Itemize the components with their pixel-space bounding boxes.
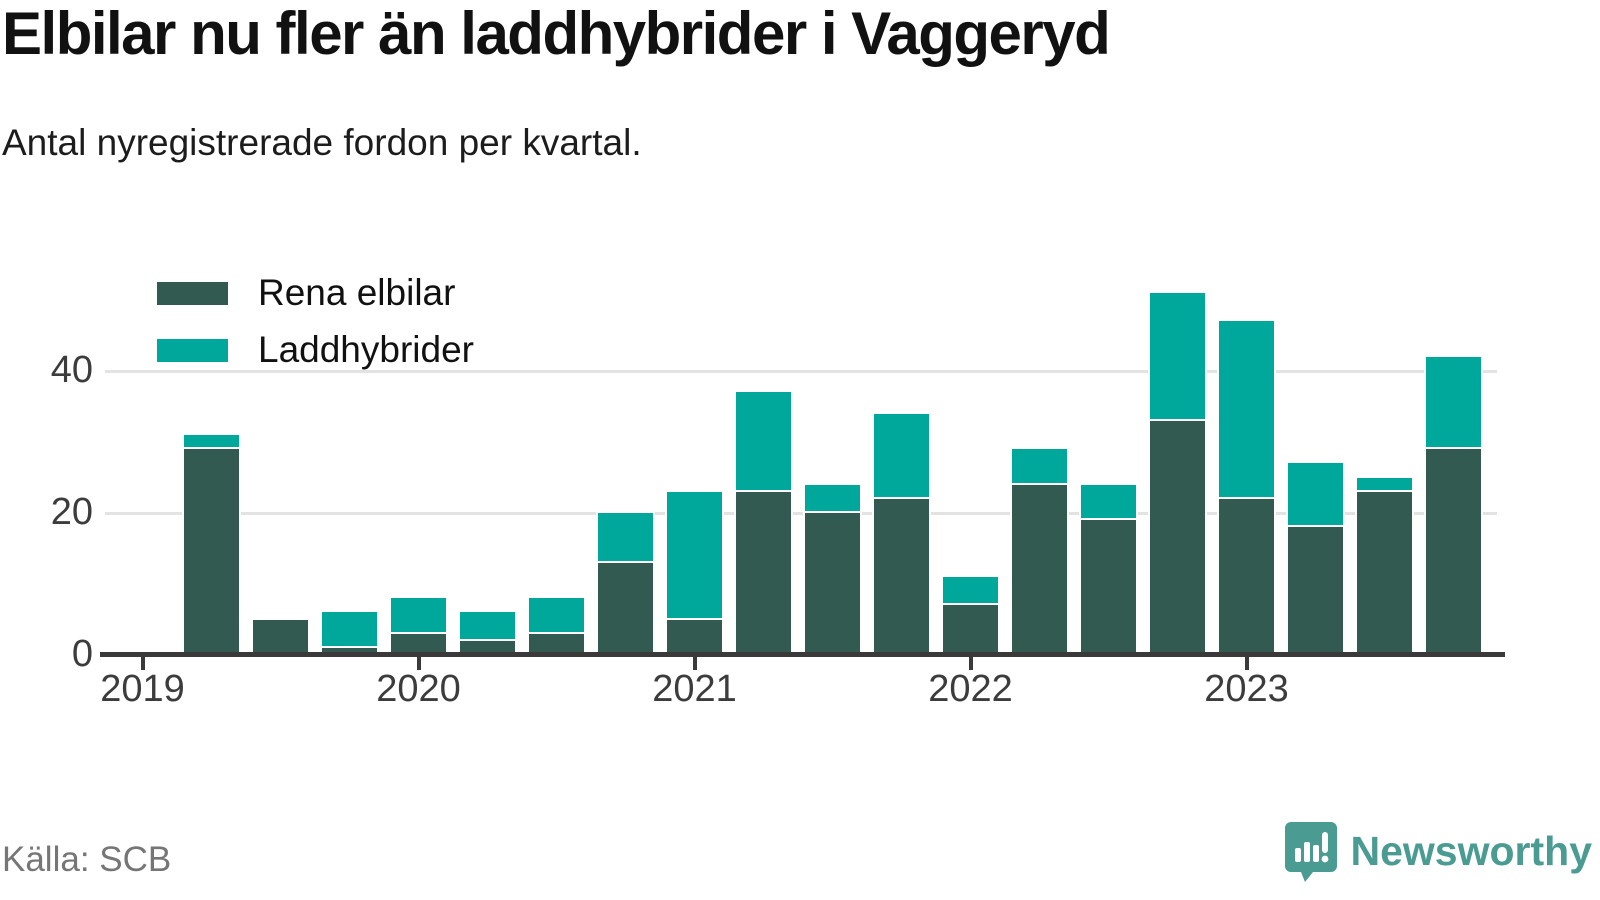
bar-elbilar-2022-Q2 <box>1012 484 1067 655</box>
x-tick-2019 <box>140 657 145 670</box>
bar-laddhybrider-2021-Q1 <box>667 491 722 620</box>
bar-elbilar-2020-Q4 <box>598 562 653 655</box>
bar-elbilar-2021-Q2 <box>736 491 791 655</box>
bar-laddhybrider-2021-Q4 <box>874 413 929 499</box>
bar-laddhybrider-2023-Q2 <box>1288 463 1343 528</box>
laddhybrider-swatch <box>157 338 228 362</box>
bar-elbilar-2022-Q1 <box>943 605 998 655</box>
x-tick-2023 <box>1244 657 1249 670</box>
y-axis-label-40: 40 <box>50 349 93 391</box>
bar-elbilar-2019-Q2 <box>184 449 239 655</box>
chart-subtitle: Antal nyregistrerade fordon per kvartal. <box>2 122 642 163</box>
bar-laddhybrider-2020-Q2 <box>460 612 515 641</box>
bar-elbilar-2022-Q4 <box>1150 420 1205 655</box>
chart-title: Elbilar nu fler än laddhybrider i Vagger… <box>2 0 1111 67</box>
x-axis-label-2020: 2020 <box>376 668 461 710</box>
bar-elbilar-2023-Q1 <box>1219 498 1274 655</box>
x-axis-line <box>100 652 1505 657</box>
bar-laddhybrider-2023-Q3 <box>1357 477 1412 492</box>
newsworthy-brand: Newsworthy <box>1284 820 1593 882</box>
legend-label: Laddhybrider <box>258 329 474 370</box>
bar-laddhybrider-2022-Q3 <box>1081 484 1136 521</box>
y-axis-label-20: 20 <box>50 491 93 533</box>
bar-laddhybrider-2020-Q3 <box>529 598 584 634</box>
x-tick-2020 <box>416 657 421 670</box>
legend-item-laddhybrider: Laddhybrider <box>157 329 474 370</box>
bar-elbilar-2023-Q2 <box>1288 527 1343 655</box>
bar-laddhybrider-2023-Q1 <box>1219 321 1274 499</box>
bar-laddhybrider-2023-Q4 <box>1426 356 1481 450</box>
bar-laddhybrider-2022-Q1 <box>943 576 998 606</box>
x-tick-2021 <box>692 657 697 670</box>
gridline-y40 <box>105 369 1497 373</box>
bar-laddhybrider-2022-Q2 <box>1012 449 1067 485</box>
bar-elbilar-2020-Q2 <box>460 640 515 655</box>
newsworthy-logo-icon <box>1284 822 1337 882</box>
legend: Rena elbilar Laddhybrider <box>157 272 474 389</box>
bar-laddhybrider-2022-Q4 <box>1150 292 1205 421</box>
bar-laddhybrider-2019-Q2 <box>184 434 239 450</box>
elbilar-swatch <box>157 281 228 305</box>
bar-laddhybrider-2021-Q2 <box>736 392 791 492</box>
bar-laddhybrider-2020-Q4 <box>598 513 653 563</box>
newsworthy-brand-text: Newsworthy <box>1350 827 1593 874</box>
source-note: Källa: SCB <box>2 840 172 879</box>
x-axis-label-2023: 2023 <box>1204 668 1289 710</box>
bar-elbilar-2021-Q3 <box>805 513 860 655</box>
bar-laddhybrider-2021-Q3 <box>805 484 860 513</box>
bar-elbilar-2023-Q4 <box>1426 449 1481 655</box>
bar-elbilar-2023-Q3 <box>1357 491 1412 655</box>
x-tick-2022 <box>968 657 973 670</box>
bar-elbilar-2022-Q3 <box>1081 520 1136 655</box>
x-axis-label-2022: 2022 <box>928 668 1013 710</box>
bar-elbilar-2020-Q1 <box>391 633 446 655</box>
bar-elbilar-2021-Q4 <box>874 498 929 655</box>
legend-item-elbilar: Rena elbilar <box>157 272 474 313</box>
bar-elbilar-2021-Q1 <box>667 619 722 655</box>
bar-elbilar-2019-Q3 <box>253 619 308 655</box>
bar-elbilar-2020-Q3 <box>529 633 584 655</box>
y-axis-label-0: 0 <box>71 633 93 675</box>
gridline-y20 <box>105 511 1497 515</box>
bar-laddhybrider-2020-Q1 <box>391 598 446 634</box>
legend-label: Rena elbilar <box>258 272 456 313</box>
x-axis-label-2019: 2019 <box>100 668 185 710</box>
bar-elbilar-2019-Q4 <box>322 647 377 655</box>
bar-laddhybrider-2019-Q4 <box>322 612 377 648</box>
x-axis-label-2021: 2021 <box>652 668 737 710</box>
